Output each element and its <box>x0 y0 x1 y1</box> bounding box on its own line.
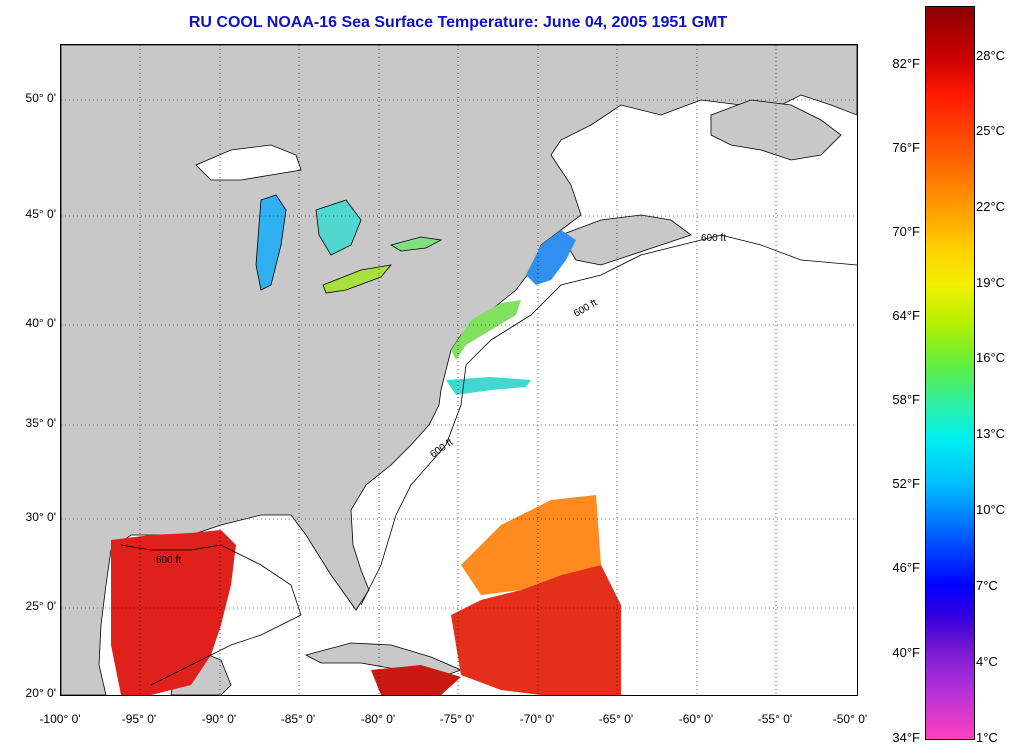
colorbar-c-label: 7°C <box>976 578 998 593</box>
lake-huron <box>315 199 362 256</box>
lon-label: -80° 0' <box>360 712 396 726</box>
colorbar-c-label: 1°C <box>976 730 998 745</box>
sst-gulf-of-mexico <box>111 530 236 695</box>
colorbar-f-label: 64°F <box>892 308 920 323</box>
colorbar-c-label: 4°C <box>976 654 998 669</box>
lon-label: -90° 0' <box>201 712 237 726</box>
colorbar-f-label: 76°F <box>892 140 920 155</box>
contour-label: 600 ft <box>701 233 726 244</box>
lat-label: 30° 0' <box>25 510 56 524</box>
map-canvas: 600 ft 600 ft 600 ft 600 ft <box>61 45 857 695</box>
map-title: RU COOL NOAA-16 Sea Surface Temperature:… <box>188 14 728 31</box>
lake-superior <box>195 144 302 181</box>
sst-gulf-stream-band <box>446 377 531 395</box>
lat-label: 45° 0' <box>25 207 56 221</box>
temperature-colorbar <box>925 6 975 740</box>
sst-map: 600 ft 600 ft 600 ft 600 ft <box>60 44 858 696</box>
colorbar-f-label: 52°F <box>892 476 920 491</box>
colorbar-c-label: 13°C <box>976 426 1006 441</box>
colorbar-c-label: 19°C <box>976 275 1006 290</box>
sst-caribbean <box>371 665 461 695</box>
land-maritimes <box>560 214 692 266</box>
lon-label: -75° 0' <box>439 712 475 726</box>
contour-label: 600 ft <box>428 437 455 460</box>
colorbar-c-label: 28°C <box>976 48 1006 63</box>
lon-label: -50° 0' <box>832 712 868 726</box>
colorbar-c-label: 25°C <box>976 123 1006 138</box>
lat-label: 50° 0' <box>25 91 56 105</box>
lake-michigan <box>255 194 287 291</box>
colorbar-f-label: 70°F <box>892 224 920 239</box>
lon-label: -95° 0' <box>121 712 157 726</box>
lon-label: -100° 0' <box>39 712 81 726</box>
sst-gulf-of-maine <box>526 230 576 285</box>
lon-label: -60° 0' <box>678 712 714 726</box>
colorbar-f-label: 34°F <box>892 730 920 745</box>
sst-atlantic-warm <box>451 565 621 695</box>
colorbar-f-label: 58°F <box>892 392 920 407</box>
graticule <box>61 45 857 695</box>
contour-label: 600 ft <box>156 555 181 566</box>
lon-label: -70° 0' <box>519 712 555 726</box>
sst-mid-atlantic <box>451 300 521 360</box>
colorbar-f-label: 46°F <box>892 560 920 575</box>
lon-label: -65° 0' <box>598 712 634 726</box>
lon-label: -85° 0' <box>280 712 316 726</box>
colorbar-c-label: 16°C <box>976 350 1006 365</box>
colorbar-f-label: 82°F <box>892 56 920 71</box>
lon-label: -55° 0' <box>757 712 793 726</box>
lake-ontario <box>389 236 443 252</box>
isobath-600ft <box>360 234 857 606</box>
lake-erie <box>322 264 392 294</box>
sst-sargasso <box>461 495 601 595</box>
colorbar-f-label: 40°F <box>892 645 920 660</box>
colorbar-c-label: 10°C <box>976 502 1006 517</box>
lat-label: 20° 0' <box>25 686 56 700</box>
colorbar-c-label: 22°C <box>976 199 1006 214</box>
lat-label: 25° 0' <box>25 599 56 613</box>
isobath-600ft-gulf <box>120 544 302 686</box>
contour-label: 600 ft <box>572 297 599 319</box>
lat-label: 40° 0' <box>25 316 56 330</box>
lat-label: 35° 0' <box>25 416 56 430</box>
